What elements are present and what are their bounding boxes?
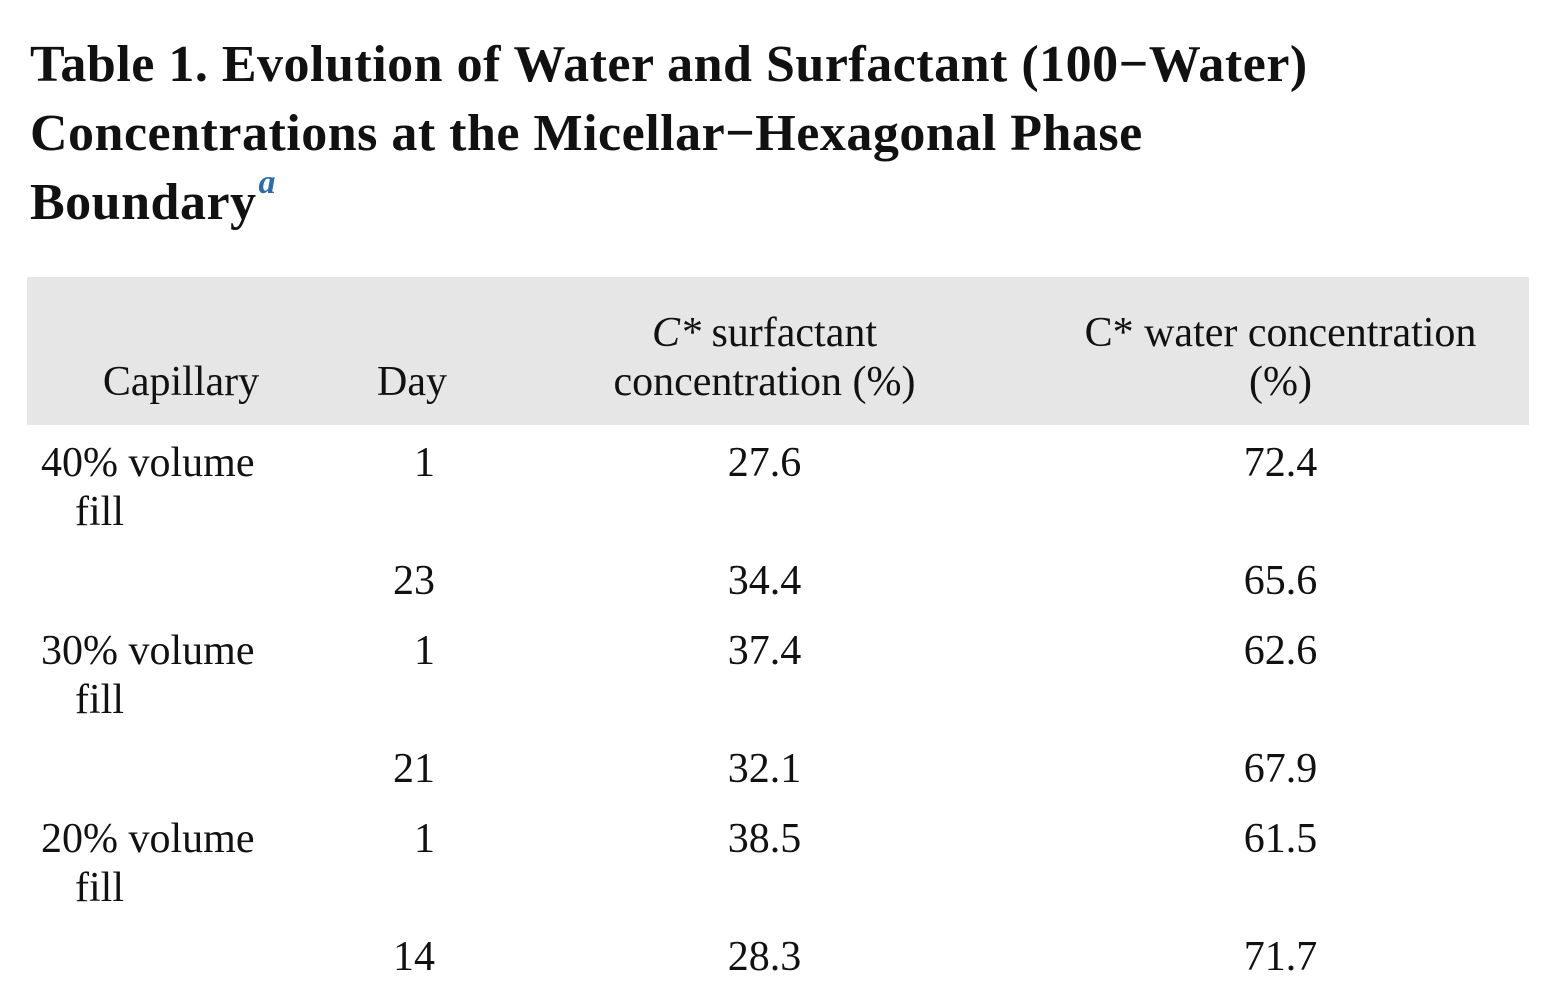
cell-surfactant: 34.4 — [727, 558, 802, 604]
header-water-label: C* water concentration — [1084, 310, 1477, 356]
cell-capillary-line1: 40% volume — [41, 440, 255, 486]
cell-surfactant: 37.4 — [727, 628, 802, 674]
table-row: 23 34.4 65.6 — [27, 557, 1529, 627]
caption-line-3-text: Boundary — [30, 174, 257, 231]
header-day: Day — [377, 359, 447, 405]
cell-capillary-line1: 30% volume — [41, 628, 255, 674]
cell-water: 65.6 — [1243, 558, 1318, 604]
table-row: 21 32.1 67.9 — [27, 745, 1529, 815]
cell-day: 1 — [414, 628, 435, 674]
caption-line-3: Boundarya — [30, 166, 1530, 237]
table-row: 40% volume fill 1 27.6 72.4 — [27, 425, 1529, 557]
caption-line-1: Table 1. Evolution of Water and Surfacta… — [30, 36, 1308, 93]
cell-capillary-line2: fill — [75, 865, 124, 911]
header-surfactant-label: surfactant — [700, 310, 878, 356]
table-row: 20% volume fill 1 38.5 61.5 — [27, 815, 1529, 933]
header-row: Capillary Day C* surfactant concentratio… — [27, 277, 1529, 425]
cell-capillary: 40% volume fill — [27, 425, 327, 557]
cell-surfactant: 28.3 — [727, 934, 802, 980]
cell-water: 67.9 — [1243, 746, 1318, 792]
cell-surfactant: 32.1 — [727, 746, 802, 792]
cell-capillary — [27, 933, 327, 1003]
cell-surfactant: 27.6 — [727, 440, 802, 486]
cell-capillary: 30% volume fill — [27, 627, 327, 745]
table-body: 40% volume fill 1 27.6 72.4 23 34.4 65.6 … — [27, 425, 1529, 1003]
cell-capillary-line2: fill — [75, 489, 124, 535]
cell-day: 1 — [414, 816, 435, 862]
cell-day: 23 — [393, 558, 435, 604]
footnote-marker-link[interactable]: a — [258, 164, 277, 201]
table-row: 30% volume fill 1 37.4 62.6 — [27, 627, 1529, 745]
table-caption: Table 1. Evolution of Water and Surfacta… — [30, 30, 1530, 237]
header-water: C* water concentration (%) — [1032, 277, 1529, 425]
caption-line-2: Concentrations at the Micellar−Hexagonal… — [30, 105, 1143, 162]
header-capillary: Capillary — [102, 359, 260, 405]
cell-surfactant: 38.5 — [727, 816, 802, 862]
header-surfactant: C* surfactant concentration (%) — [497, 277, 1032, 425]
data-table-container: Capillary Day C* surfactant concentratio… — [27, 277, 1529, 1003]
cell-water: 61.5 — [1243, 816, 1318, 862]
concentration-table: Capillary Day C* surfactant concentratio… — [27, 277, 1529, 1003]
cell-water: 62.6 — [1243, 628, 1318, 674]
cell-capillary — [27, 557, 327, 627]
cell-capillary: 20% volume fill — [27, 815, 327, 933]
cell-day: 21 — [393, 746, 435, 792]
cell-capillary — [27, 745, 327, 815]
table-row: 14 28.3 71.7 — [27, 933, 1529, 1003]
cell-day: 1 — [414, 440, 435, 486]
header-surfactant-symbol: C* — [651, 310, 701, 356]
header-surfactant-unit: concentration (%) — [613, 359, 916, 405]
cell-day: 14 — [393, 934, 435, 980]
table-header: Capillary Day C* surfactant concentratio… — [27, 277, 1529, 425]
cell-water: 72.4 — [1243, 440, 1318, 486]
header-water-unit: (%) — [1249, 359, 1312, 405]
cell-capillary-line2: fill — [75, 677, 124, 723]
cell-water: 71.7 — [1243, 934, 1318, 980]
cell-capillary-line1: 20% volume — [41, 816, 255, 862]
